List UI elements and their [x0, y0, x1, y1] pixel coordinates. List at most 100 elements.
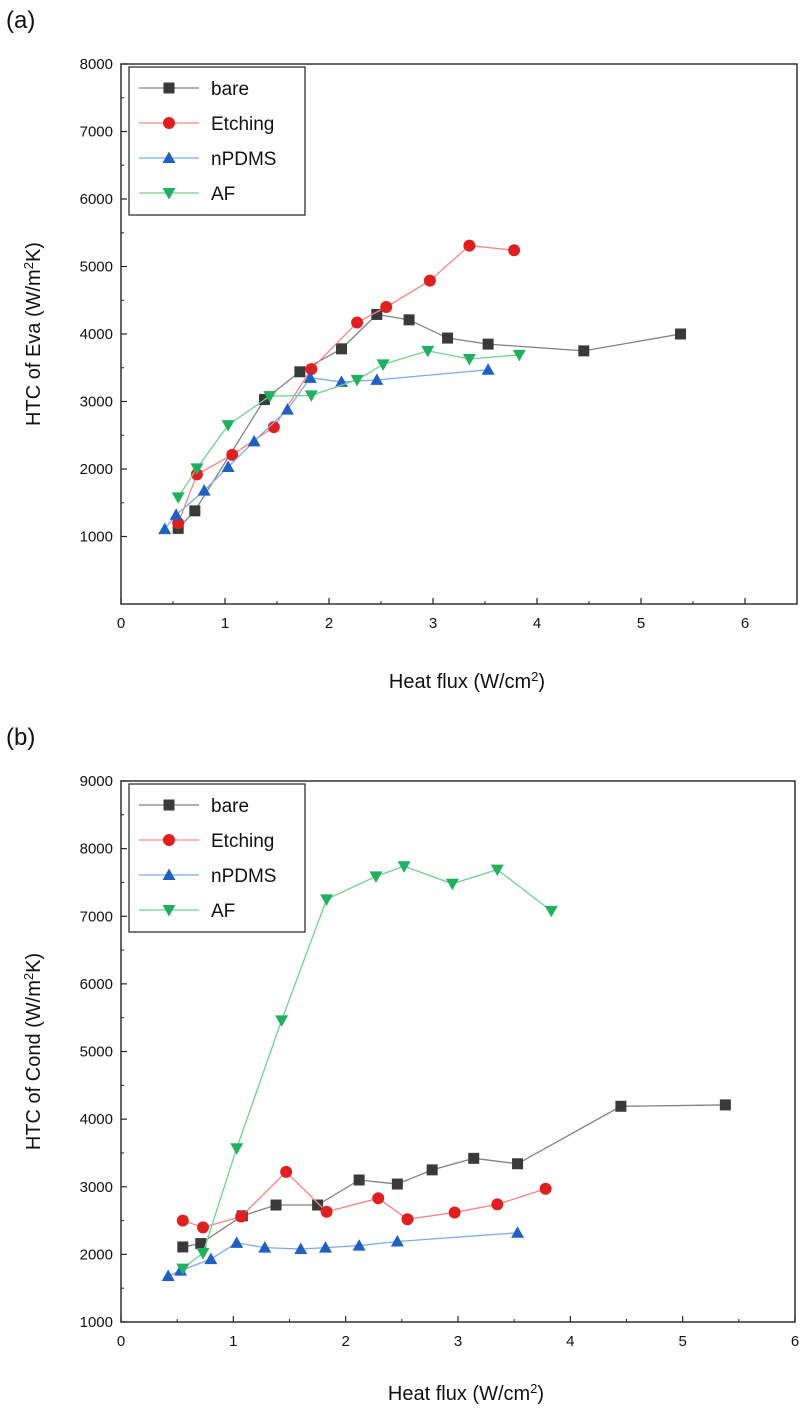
x-tick-label: 4 [533, 615, 541, 632]
y-tick-label: 4000 [80, 1111, 113, 1128]
x-tick-label: 2 [325, 615, 333, 632]
data-point [221, 420, 235, 432]
data-point [491, 1198, 504, 1211]
data-point [468, 1152, 480, 1164]
x-tick-label: 5 [637, 615, 645, 632]
legend-label: AF [211, 184, 235, 205]
legend-marker [163, 82, 175, 94]
y-axis-title: HTC of Cond (W/m2K) [21, 953, 46, 1150]
y-tick-label: 2000 [80, 1246, 113, 1263]
y-tick-label: 7000 [80, 908, 113, 925]
legend-marker [162, 151, 176, 163]
data-point [190, 463, 204, 475]
y-tick-label: 2000 [80, 461, 113, 478]
data-point [197, 1221, 210, 1234]
data-point [294, 1242, 308, 1254]
x-tick-label: 4 [566, 1333, 574, 1350]
data-point [258, 1241, 272, 1253]
y-axis-title: HTC of Eva (W/m2K) [21, 242, 46, 426]
data-point [226, 448, 239, 461]
legend-marker [163, 834, 175, 846]
x-axis-title: Heat flux (W/cm2) [389, 669, 545, 694]
y-tick-label: 6000 [80, 191, 113, 208]
series-etching [176, 1165, 552, 1234]
series-line [182, 865, 552, 1270]
x-axis-title: Heat flux (W/cm2) [388, 1381, 544, 1406]
y-tick-label: 3000 [80, 1179, 113, 1196]
data-point [230, 1143, 244, 1155]
data-point [158, 522, 172, 535]
data-point [426, 1164, 438, 1176]
data-point [512, 349, 526, 362]
data-point [161, 1269, 175, 1282]
data-point [423, 274, 436, 287]
panel-label: (b) [6, 724, 35, 751]
series-line [177, 244, 515, 524]
data-point [380, 301, 393, 313]
data-point [177, 1241, 189, 1253]
data-point [204, 1252, 218, 1265]
data-point [675, 328, 687, 340]
data-point [445, 878, 459, 891]
data-point [370, 373, 384, 385]
data-point [490, 864, 504, 877]
data-point [280, 403, 294, 415]
data-point [351, 316, 364, 329]
data-point [235, 1210, 248, 1223]
data-point [353, 1174, 365, 1186]
legend-marker [162, 868, 176, 880]
y-tick-label: 5000 [80, 1044, 113, 1061]
legend-box [128, 783, 306, 933]
data-point [463, 239, 476, 252]
data-point [312, 1199, 324, 1211]
data-point [196, 1248, 210, 1260]
data-point [442, 332, 454, 344]
data-point [318, 1241, 332, 1253]
data-point [172, 517, 185, 529]
data-point [615, 1100, 627, 1112]
data-point [267, 421, 280, 434]
data-point [350, 374, 364, 387]
data-point [397, 861, 411, 873]
series-etching [172, 239, 521, 529]
legend: bare Etching nPDMS AF [128, 783, 306, 933]
data-point [508, 244, 521, 257]
data-point [247, 434, 261, 447]
x-tick-label: 6 [741, 615, 749, 632]
x-tick-label: 6 [791, 1333, 799, 1350]
series-line [167, 1232, 518, 1277]
data-point [304, 390, 318, 402]
x-tick-label: 5 [678, 1333, 686, 1350]
series-line [177, 350, 520, 498]
y-tick-label: 3000 [80, 394, 113, 411]
data-point [195, 1238, 207, 1250]
data-point [275, 1015, 289, 1027]
legend-marker [162, 905, 176, 917]
data-point [391, 1178, 403, 1190]
data-point [221, 460, 235, 472]
data-point [544, 905, 558, 918]
data-point [270, 1199, 282, 1211]
y-tick-label: 5000 [80, 259, 113, 276]
data-point [303, 371, 317, 383]
y-tick-label: 7000 [80, 124, 113, 141]
chart-panel-a: (a) 0 1 2 3 4 5 6 1000 2000 3000 4000 5000 6000 7000 80… [6, 7, 798, 694]
data-point [230, 1236, 244, 1248]
data-point [390, 1235, 404, 1247]
series-npdms [158, 363, 495, 535]
x-tick-label: 0 [117, 615, 125, 632]
legend-label: AF [211, 901, 235, 922]
data-point [421, 345, 435, 358]
legend-label: nPDMS [211, 866, 276, 887]
series-line [182, 1104, 726, 1248]
legend-label: Etching [211, 114, 274, 135]
data-point [169, 508, 183, 520]
legend-marker [163, 799, 175, 811]
data-point [578, 345, 590, 357]
data-point [335, 343, 347, 355]
data-point [403, 314, 415, 326]
legend-marker [162, 188, 176, 200]
legend-label: bare [211, 79, 249, 100]
y-tick-label: 8000 [80, 56, 113, 73]
